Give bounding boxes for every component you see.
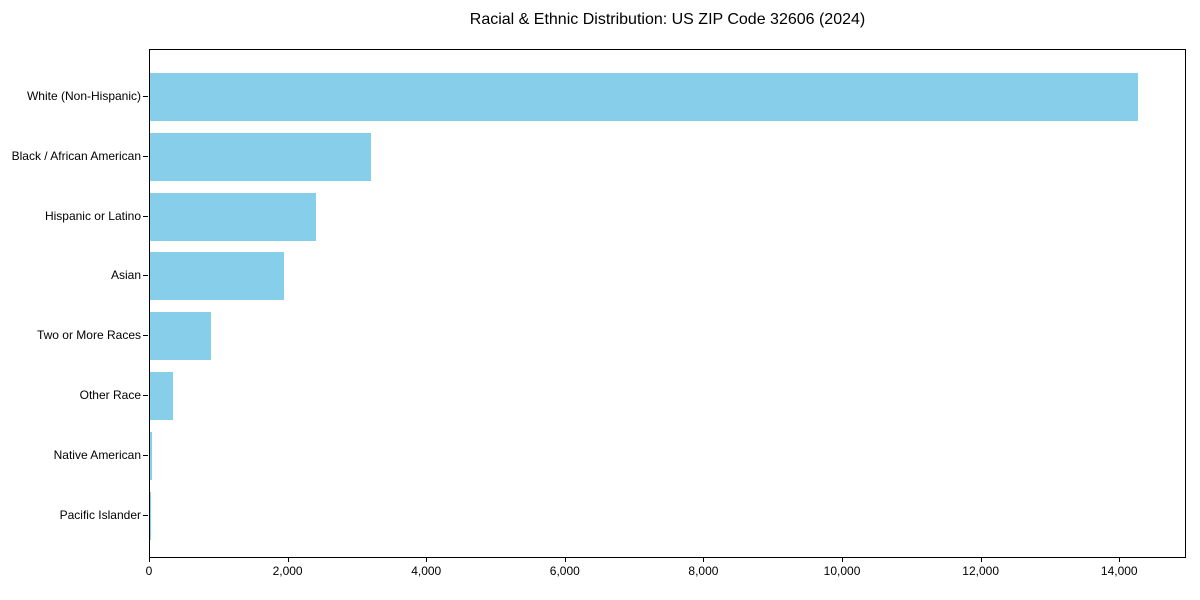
y-tick-mark xyxy=(143,275,148,277)
x-tick-label: 12,000 xyxy=(962,564,999,578)
x-tick-mark xyxy=(287,558,289,562)
y-tick-mark xyxy=(143,514,148,516)
x-tick-label: 0 xyxy=(145,564,153,578)
x-tick-mark xyxy=(703,558,705,562)
y-tick-mark xyxy=(143,395,148,396)
x-tick-label: 6,000 xyxy=(549,564,580,578)
bar-native-american xyxy=(150,431,152,480)
bar-two-or-more-races xyxy=(150,312,211,361)
y-tick-label: Native American xyxy=(53,447,141,462)
y-tick-mark xyxy=(143,96,148,97)
y-tick-label: White (Non-Hispanic) xyxy=(26,89,141,103)
x-tick-mark xyxy=(842,558,844,562)
y-tick-label: Pacific Islander xyxy=(59,507,141,522)
y-tick-label: Other Race xyxy=(79,388,141,402)
x-tick-label: 2,000 xyxy=(272,564,303,578)
x-tick-mark xyxy=(564,558,566,562)
y-tick-mark xyxy=(143,215,148,217)
y-tick-label: Hispanic or Latino xyxy=(44,208,141,223)
bar-other-race xyxy=(150,372,173,420)
chart-title: Racial & Ethnic Distribution: US ZIP Cod… xyxy=(469,11,866,28)
x-tick-label: 8,000 xyxy=(688,564,719,578)
bar-hispanic-or-latino xyxy=(150,192,316,241)
bar-white-non-hispanic xyxy=(150,73,1138,121)
x-tick-mark xyxy=(980,558,982,562)
bar-black-african-american xyxy=(150,132,372,181)
x-tick-label: 10,000 xyxy=(823,564,861,578)
x-tick-mark xyxy=(426,558,428,562)
x-tick-label: 4,000 xyxy=(411,564,442,578)
y-tick-mark xyxy=(143,155,148,157)
x-tick-mark xyxy=(149,558,150,562)
x-tick-mark xyxy=(1119,558,1121,562)
y-tick-mark xyxy=(143,335,148,337)
y-tick-label: Asian xyxy=(110,268,141,283)
y-tick-label: Black / African American xyxy=(11,148,141,163)
y-tick-mark xyxy=(143,454,148,456)
bar-asian xyxy=(150,252,285,301)
x-tick-label: 14,000 xyxy=(1100,564,1138,578)
y-tick-label: Two or More Races xyxy=(36,328,141,343)
plot-area xyxy=(149,49,1186,558)
